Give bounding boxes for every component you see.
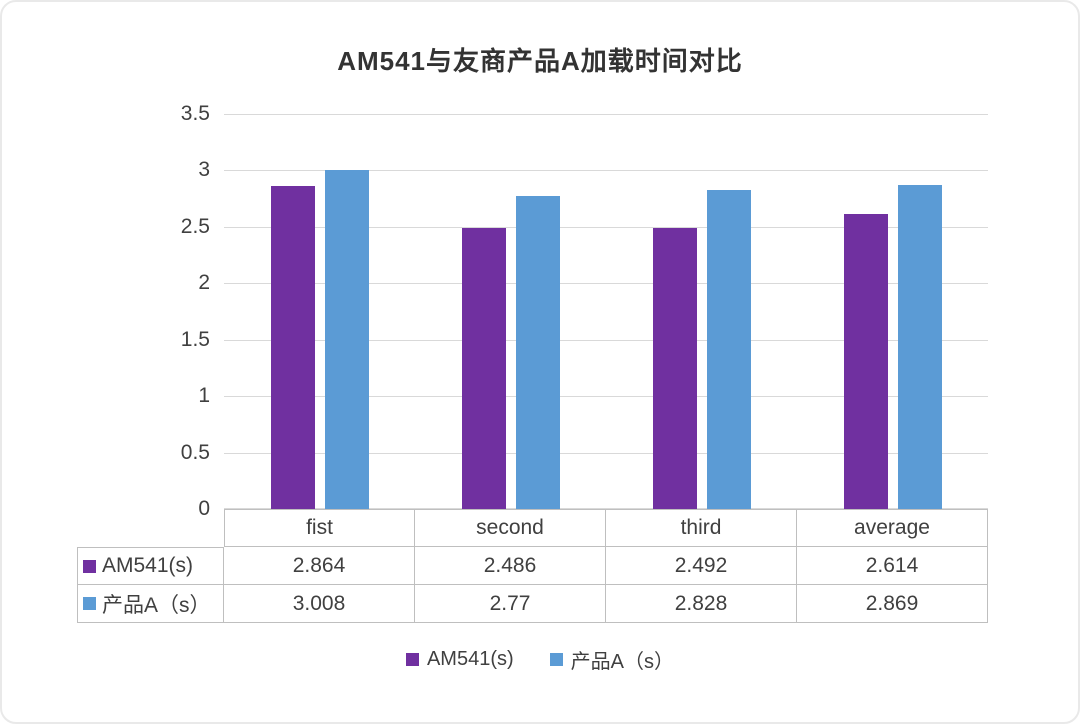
table-header-fist: fist xyxy=(224,509,415,547)
bar-group-third xyxy=(606,114,797,509)
table-header-average: average xyxy=(797,509,988,547)
legend: AM541(s) 产品A（s） xyxy=(2,645,1078,674)
y-tick-label: 1 xyxy=(198,384,210,408)
bar-series1-average xyxy=(843,214,888,509)
gridline xyxy=(224,452,988,454)
table-value-series2-third: 2.828 xyxy=(606,585,797,623)
y-tick-label: 3.5 xyxy=(180,102,210,125)
table-value-series1-average: 2.614 xyxy=(797,547,988,585)
table-header-second: second xyxy=(415,509,606,547)
y-axis: 3.5 3 2.5 2 1.5 1 0.5 0 xyxy=(77,102,224,520)
y-tick-label: 0 xyxy=(198,497,210,520)
y-tick-label: 2 xyxy=(198,271,210,295)
y-tick-label: 0.5 xyxy=(180,440,210,464)
gridline xyxy=(224,339,988,341)
y-tick-label: 3 xyxy=(198,158,210,182)
data-table: fist second third average AM541(s) 2.864 2.486… xyxy=(77,509,988,623)
bar-series1-third xyxy=(652,227,697,509)
plot-area xyxy=(224,114,988,509)
table-header-third: third xyxy=(606,509,797,547)
bar-group-average xyxy=(797,114,988,509)
table-value-series1-fist: 2.864 xyxy=(224,547,415,585)
bar-series1-second xyxy=(461,228,506,509)
bar-series2-third xyxy=(706,189,751,509)
table-series-name-1: AM541(s) xyxy=(77,547,224,585)
legend-label: AM541(s) xyxy=(426,648,514,670)
y-tick-label: 1.5 xyxy=(180,327,210,351)
bar-series2-second xyxy=(515,196,560,509)
table-value-series1-third: 2.492 xyxy=(606,547,797,585)
chart-area: 3.5 3 2.5 2 1.5 1 0.5 0 xyxy=(77,102,988,520)
gridline xyxy=(224,114,988,115)
bar-series1-fist xyxy=(270,185,315,509)
table-value-series2-second: 2.77 xyxy=(415,585,606,623)
chart-title: AM541与友商产品A加载时间对比 xyxy=(337,46,743,76)
series-marker-icon xyxy=(83,559,96,573)
gridline xyxy=(224,508,988,509)
table-value-series2-average: 2.869 xyxy=(797,585,988,623)
legend-label: 产品A（s） xyxy=(570,651,675,673)
bars-container xyxy=(224,114,988,509)
table-series-name-2: 产品A（s） xyxy=(77,585,224,623)
bar-group-second xyxy=(415,114,606,509)
gridline xyxy=(224,170,988,172)
legend-swatch-icon xyxy=(405,653,419,666)
gridline xyxy=(224,226,988,228)
series-marker-icon xyxy=(83,597,96,610)
legend-item-2: 产品A（s） xyxy=(549,645,675,674)
legend-item-1: AM541(s) xyxy=(405,648,514,671)
legend-swatch-icon xyxy=(549,653,563,666)
table-value-series2-fist: 3.008 xyxy=(224,585,415,623)
y-tick-label: 2.5 xyxy=(180,214,210,238)
bar-series2-average xyxy=(897,185,942,509)
series-name-label: AM541(s) xyxy=(102,554,194,577)
series-name-label: 产品A（s） xyxy=(102,593,211,617)
gridline xyxy=(224,283,988,285)
bar-series2-fist xyxy=(324,169,369,509)
table-value-series1-second: 2.486 xyxy=(415,547,606,585)
bar-group-fist xyxy=(224,114,415,509)
gridline xyxy=(224,396,988,398)
